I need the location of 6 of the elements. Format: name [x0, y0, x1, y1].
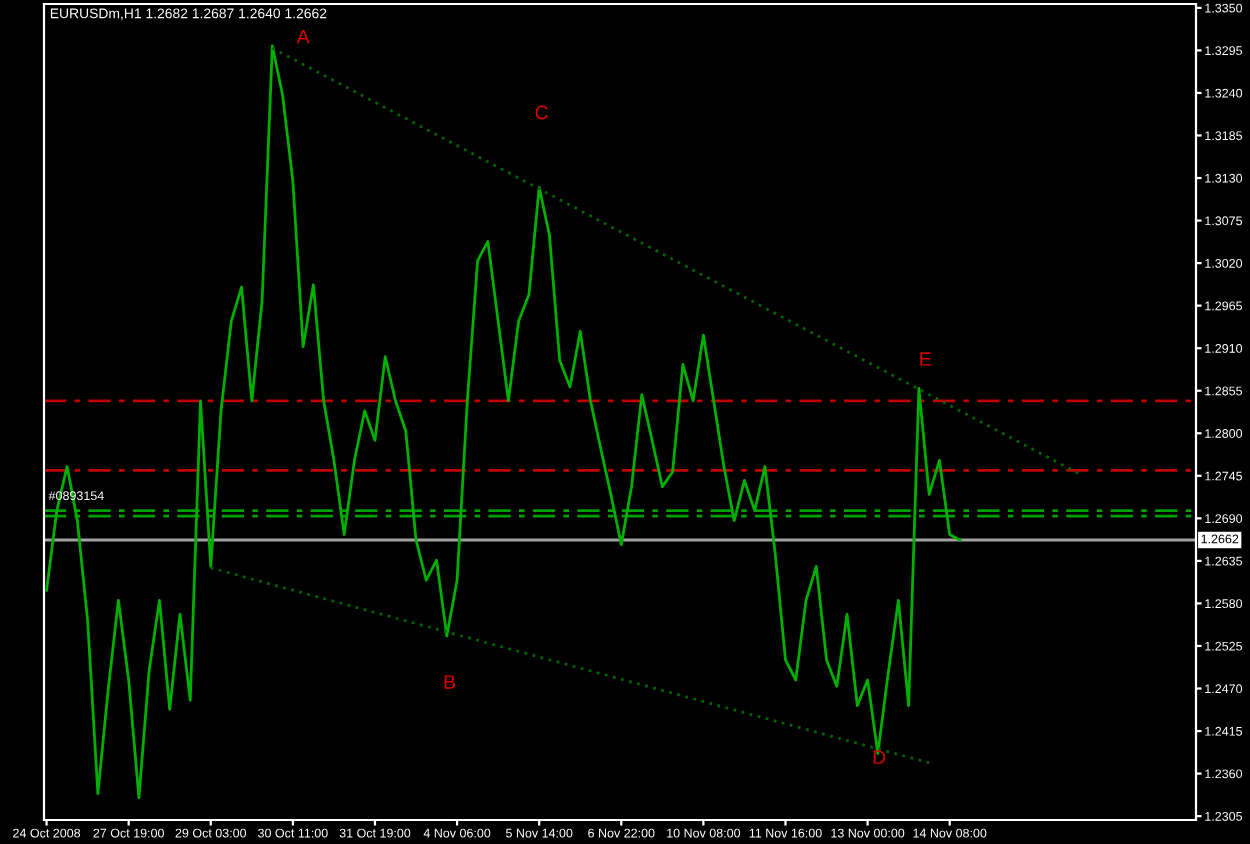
annotation: B — [444, 675, 455, 689]
annotation: C — [535, 105, 548, 120]
annotation: E — [920, 352, 931, 366]
annotation: A — [296, 29, 310, 44]
annotation: D — [873, 750, 886, 764]
line-series — [45, 44, 962, 799]
